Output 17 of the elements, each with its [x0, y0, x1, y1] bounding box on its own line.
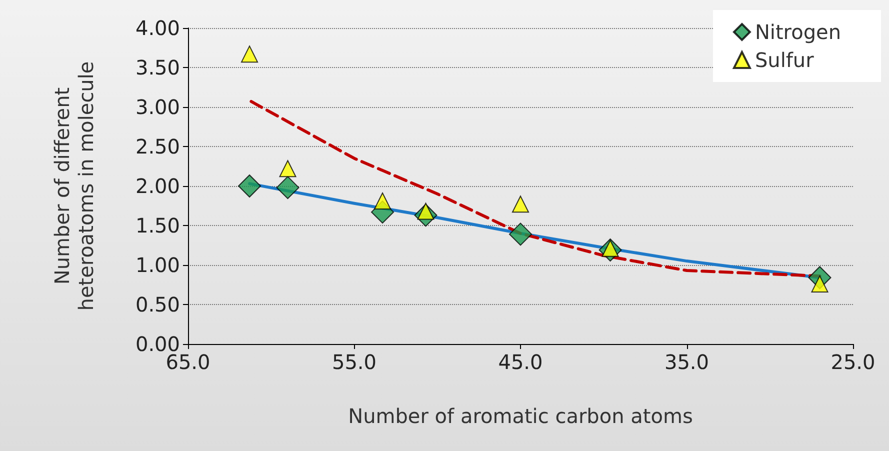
y-tick-label: 2.50 — [135, 134, 180, 158]
x-tick-label: 65.0 — [166, 350, 210, 374]
x-tick-label: 55.0 — [332, 350, 377, 374]
y-tick-label: 2.00 — [135, 174, 180, 198]
y-tick-label: 1.50 — [135, 214, 180, 238]
y-tick-label: 3.50 — [135, 56, 180, 80]
x-tick-label: 25.0 — [830, 350, 876, 374]
x-tick-label: 45.0 — [498, 350, 543, 374]
x-tick-label: 35.0 — [664, 350, 710, 374]
y-axis-title: Number of different heteroatoms in molecule — [50, 61, 98, 311]
y-tick-label: 4.00 — [135, 16, 180, 40]
x-axis-title: Number of aromatic carbon atoms — [348, 404, 693, 428]
legend-label: Nitrogen — [754, 20, 842, 44]
legend-label: Sulfur — [754, 48, 815, 72]
y-tick-label: 3.00 — [135, 95, 180, 119]
y-tick-label: 0.50 — [135, 292, 180, 316]
y-tick-label: 1.00 — [135, 253, 180, 277]
